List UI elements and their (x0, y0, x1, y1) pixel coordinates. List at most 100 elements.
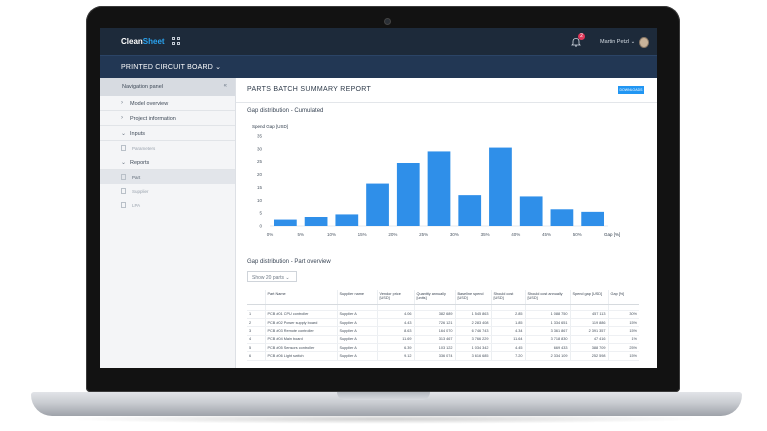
notification-badge: 2 (578, 33, 585, 40)
chart-bar (581, 211, 605, 226)
y-tick-label: 0 (259, 224, 262, 229)
chart-bar (335, 214, 359, 226)
table-header-cell[interactable]: Supplier name (336, 290, 377, 305)
table-row[interactable]: 5 PCB #05 Sensors controller Supplier A 6.3… (247, 343, 639, 353)
y-tick-label: 5 (259, 211, 262, 216)
sidebar-item-inputs[interactable]: ⌄ Inputs (100, 126, 235, 141)
chevron-right-icon: › (121, 100, 123, 106)
sidebar-item-project-information[interactable]: › Project information (100, 111, 235, 126)
document-icon (121, 188, 126, 194)
download-button[interactable]: DOWNLOADS (618, 86, 644, 94)
sidebar-header-label: Navigation panel (122, 84, 163, 90)
x-tick-label: 5% (297, 232, 304, 237)
table-row[interactable]: 2 PCB #02 Power supply board Supplier A 4.4… (247, 318, 639, 328)
table-cell: Supplier A (336, 326, 377, 336)
table-cell: 9.12 (376, 351, 414, 361)
user-menu[interactable]: Martin Petzl ⌄ (600, 39, 636, 45)
apps-grid-icon[interactable] (172, 37, 180, 45)
filter-cell[interactable] (607, 304, 639, 311)
table-row[interactable]: 4 PCB #04 Main board Supplier A 11.69 313 46… (247, 335, 639, 345)
table-cell: 2 (247, 318, 265, 328)
table-header-cell[interactable]: Quantity annually [units] (413, 290, 455, 305)
sidebar-item-label: Reports (130, 160, 150, 166)
table-cell: 1 088 750 (524, 310, 570, 319)
sidebar-subitem-label: Part (132, 175, 141, 180)
x-tick-label: 45% (542, 232, 551, 237)
filter-cell[interactable] (336, 304, 377, 311)
sidebar-item-label: Model overview (130, 101, 169, 107)
bell-icon[interactable] (571, 37, 581, 47)
filter-cell[interactable] (524, 304, 570, 311)
filter-cell[interactable] (413, 304, 455, 311)
table-cell: 6 (247, 351, 265, 361)
table-cell: Supplier A (336, 318, 377, 328)
y-tick-label: 25 (257, 159, 263, 164)
table-row[interactable]: 3 PCB #03 Remote controller Supplier A 8.63… (247, 326, 639, 336)
table-cell: 336 074 (413, 351, 455, 361)
table-cell: 669 433 (524, 343, 570, 353)
table-cell: 1 034 342 (454, 343, 491, 353)
project-selector[interactable]: PRINTED CIRCUIT BOARD ⌄ (121, 64, 222, 71)
table-cell: 3 616 685 (454, 351, 491, 361)
filter-cell[interactable] (454, 304, 491, 311)
table-cell: 4.34 (490, 326, 525, 336)
sidebar-subitem-lpa[interactable]: LPA (100, 198, 235, 212)
table-row[interactable]: 1 PCB #01 CPU controller Supplier A 4.06 382… (247, 310, 639, 319)
top-bar: CleanSheet 2 Martin Petzl ⌄ (100, 28, 657, 55)
filter-cell[interactable] (264, 304, 337, 311)
laptop-shadow (60, 414, 710, 424)
table-cell: 7.20 (490, 351, 525, 361)
sidebar-item-reports[interactable]: ⌄ Reports (100, 155, 235, 170)
camera-icon (385, 19, 390, 24)
sidebar-item-label: Project information (130, 116, 176, 122)
y-tick-label: 15 (257, 185, 263, 190)
table-cell: 6.39 (376, 343, 414, 353)
show-parts-select[interactable]: Show 20 parts ⌄ (247, 271, 297, 282)
document-icon (121, 145, 126, 151)
main-content: PARTS BATCH SUMMARY REPORT DOWNLOADS Gap… (236, 78, 657, 368)
chart-title: Spend Gap [USD] (252, 124, 288, 129)
filter-cell[interactable] (569, 304, 608, 311)
collapse-icon[interactable]: « (223, 83, 227, 89)
table-header-cell[interactable]: Gap [%] (607, 290, 639, 305)
table-cell: Supplier A (336, 343, 377, 353)
x-tick-label: 10% (327, 232, 336, 237)
table-cell: 4.06 (376, 310, 414, 319)
avatar[interactable] (639, 37, 649, 48)
x-tick-label: 15% (358, 232, 367, 237)
table-row[interactable]: 6 PCB #06 Light switch Supplier A 9.12 336 0… (247, 351, 639, 361)
table-cell: 1 (247, 310, 265, 319)
app-logo[interactable]: CleanSheet (121, 37, 165, 46)
y-tick-label: 35 (257, 134, 263, 139)
chevron-right-icon: › (121, 115, 123, 121)
table-cell: PCB #01 CPU controller (264, 310, 337, 319)
y-tick-label: 10 (257, 198, 263, 203)
table-cell: 15% (607, 318, 639, 328)
x-tick-label: 30% (450, 232, 459, 237)
screen: CleanSheet 2 Martin Petzl ⌄ PRINTED CIRC… (100, 28, 657, 368)
table-header-cell[interactable]: Vendor price [USD] (376, 290, 414, 305)
sidebar-subitem-parameters[interactable]: Parameters (100, 141, 235, 155)
table-header-cell[interactable]: Should cost annually [USD] (524, 290, 570, 305)
sidebar-subitem-supplier[interactable]: Supplier (100, 184, 235, 198)
filter-cell (247, 304, 265, 311)
table-header-cell[interactable]: Should cost [USD] (490, 290, 525, 305)
table-cell: 2 391 357 (569, 326, 608, 336)
table-cell: 103 122 (413, 343, 455, 353)
table-cell: 8.63 (376, 326, 414, 336)
table-cell: 313 467 (413, 335, 455, 345)
x-tick-label: 0% (267, 232, 274, 237)
y-tick-label: 20 (257, 172, 263, 177)
table-header-cell[interactable]: Baseline spend [USD] (454, 290, 491, 305)
filter-cell[interactable] (376, 304, 414, 311)
sidebar-item-model-overview[interactable]: › Model overview (100, 96, 235, 111)
table-header-cell[interactable]: Spend gap [USD] (569, 290, 608, 305)
sidebar-subitem-part[interactable]: Part (100, 170, 235, 184)
table-cell: 2.85 (490, 310, 525, 319)
divider (236, 102, 657, 103)
filter-cell[interactable] (490, 304, 525, 311)
table-cell: 2 334 109 (524, 351, 570, 361)
table-header-cell[interactable]: Part Name (264, 290, 337, 305)
x-tick-label: 25% (419, 232, 428, 237)
y-tick-label: 30 (257, 146, 263, 151)
